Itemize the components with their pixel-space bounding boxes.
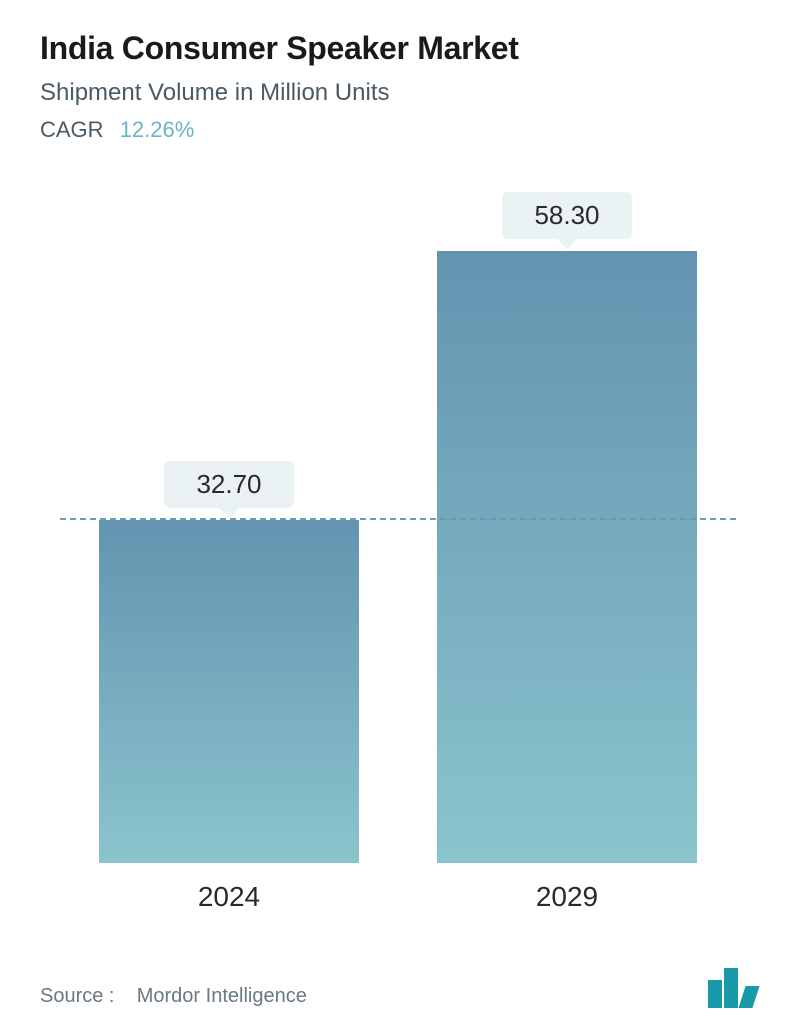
source-text: Source : Mordor Intelligence	[40, 985, 307, 1008]
chart-container: India Consumer Speaker Market Shipment V…	[0, 0, 796, 1034]
logo-bar-icon	[724, 968, 738, 1008]
bar-group-1: 58.30	[427, 192, 707, 863]
bar-group-0: 32.70	[89, 461, 369, 863]
source-value: Mordor Intelligence	[137, 985, 307, 1007]
source-label: Source :	[40, 985, 114, 1007]
brand-logo	[708, 968, 756, 1008]
logo-bar-icon	[738, 986, 759, 1008]
bar-0	[99, 520, 359, 863]
footer: Source : Mordor Intelligence	[40, 968, 756, 1008]
cagr-row: CAGR 12.26%	[40, 117, 756, 143]
cagr-label: CAGR	[40, 117, 104, 142]
cagr-value: 12.26%	[120, 117, 195, 142]
logo-bar-icon	[708, 980, 722, 1008]
x-label-0: 2024	[89, 881, 369, 913]
value-label-0: 32.70	[164, 461, 294, 508]
chart-area: 32.70 58.30	[60, 173, 736, 863]
x-label-1: 2029	[427, 881, 707, 913]
x-axis-labels: 2024 2029	[60, 881, 736, 913]
reference-line	[60, 518, 736, 520]
value-label-1: 58.30	[502, 192, 632, 239]
chart-title: India Consumer Speaker Market	[40, 30, 756, 67]
bar-1	[437, 251, 697, 863]
chart-subtitle: Shipment Volume in Million Units	[40, 79, 756, 107]
